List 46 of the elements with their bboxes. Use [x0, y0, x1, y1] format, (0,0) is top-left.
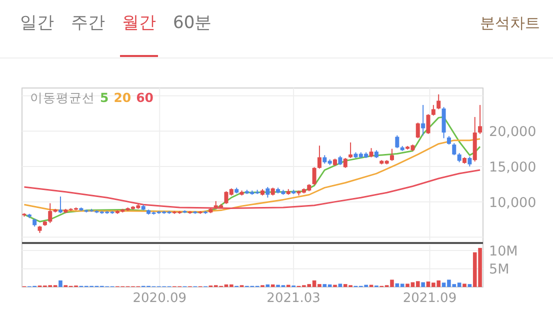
bar: [270, 284, 275, 287]
text: 20: [114, 90, 132, 105]
candlestick: [312, 166, 316, 186]
candlestick: [416, 122, 420, 139]
candlestick: [478, 104, 482, 134]
text: 주간: [71, 13, 105, 33]
candlestick: [390, 148, 394, 162]
y-tick-label: 10,000: [489, 194, 536, 211]
x-tick-label: 2021.03: [266, 291, 320, 306]
bar: [468, 284, 472, 287]
candlestick: [266, 186, 270, 198]
candlestick: [457, 152, 462, 163]
y-tick-label: 5M: [489, 262, 510, 278]
text: 분석차트: [480, 14, 540, 32]
candlestick: [338, 155, 342, 166]
legend-title: 이동평균선: [30, 90, 95, 105]
x-tick-label: 2020.09: [132, 291, 187, 306]
candlestick: [426, 114, 430, 134]
bar: [421, 282, 425, 287]
y-tick-label: 10M: [489, 243, 518, 260]
text: 60분: [173, 13, 212, 33]
bar: [462, 284, 466, 287]
candlestick: [317, 145, 322, 170]
line-series: [23, 116, 481, 222]
candlestick: [369, 148, 374, 158]
candlestick: [452, 142, 456, 156]
bar: [58, 280, 62, 287]
x-tick-label: 2021.09: [402, 291, 457, 306]
line-series: [23, 169, 481, 209]
bar: [266, 284, 270, 287]
candlestick: [468, 156, 472, 167]
candlestick: [395, 134, 400, 149]
candlestick: [343, 157, 348, 168]
y-tick-label: 15,000: [489, 159, 536, 176]
line-series: [23, 138, 481, 212]
bar: [338, 284, 342, 287]
text: 5: [100, 90, 109, 105]
y-tick-label: 20,000: [489, 124, 536, 140]
candlestick: [436, 94, 441, 110]
text: 월간: [122, 13, 156, 33]
candlestick: [431, 104, 436, 116]
candlestick: [58, 196, 62, 214]
candlestick: [421, 104, 426, 136]
text: 60: [136, 90, 154, 105]
text: 일간: [20, 13, 54, 33]
candlestick: [348, 142, 353, 158]
